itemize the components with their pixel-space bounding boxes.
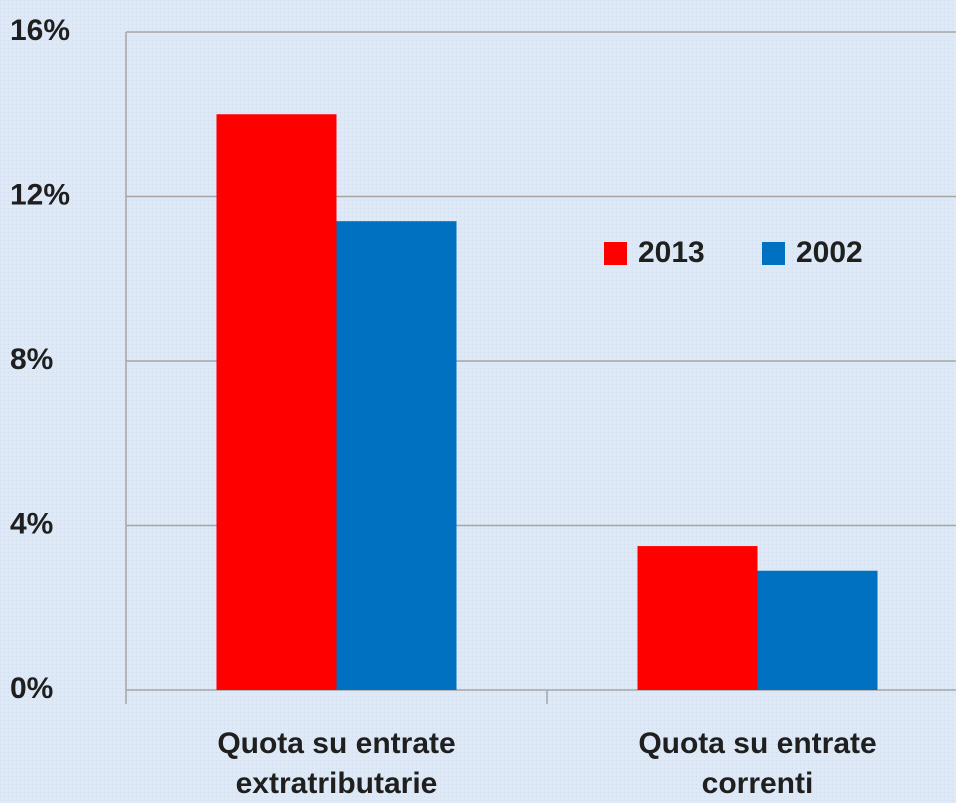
x-tick-label-line: Quota su entrate bbox=[638, 727, 876, 760]
legend-swatch bbox=[762, 242, 785, 265]
y-tick-label: 16% bbox=[10, 14, 70, 47]
y-tick-label: 0% bbox=[10, 672, 53, 705]
x-tick-label: Quota su entrate extratributarie bbox=[217, 727, 455, 800]
bar bbox=[637, 546, 758, 690]
x-tick-label-line: Quota su entrate bbox=[217, 727, 455, 760]
legend-label: 2002 bbox=[796, 236, 863, 269]
bar bbox=[336, 221, 457, 691]
x-tick-label: Quota su entrate correnti bbox=[638, 727, 876, 800]
x-tick-label-line: extratributarie bbox=[236, 767, 438, 800]
y-tick-label: 12% bbox=[10, 178, 70, 211]
legend-label: 2013 bbox=[638, 236, 705, 269]
x-tick-label-line: correnti bbox=[702, 767, 814, 800]
y-tick-label: 4% bbox=[10, 507, 53, 540]
bar bbox=[216, 114, 337, 690]
legend-swatch bbox=[604, 242, 627, 265]
y-tick-label: 8% bbox=[10, 343, 53, 376]
bar bbox=[757, 570, 878, 690]
